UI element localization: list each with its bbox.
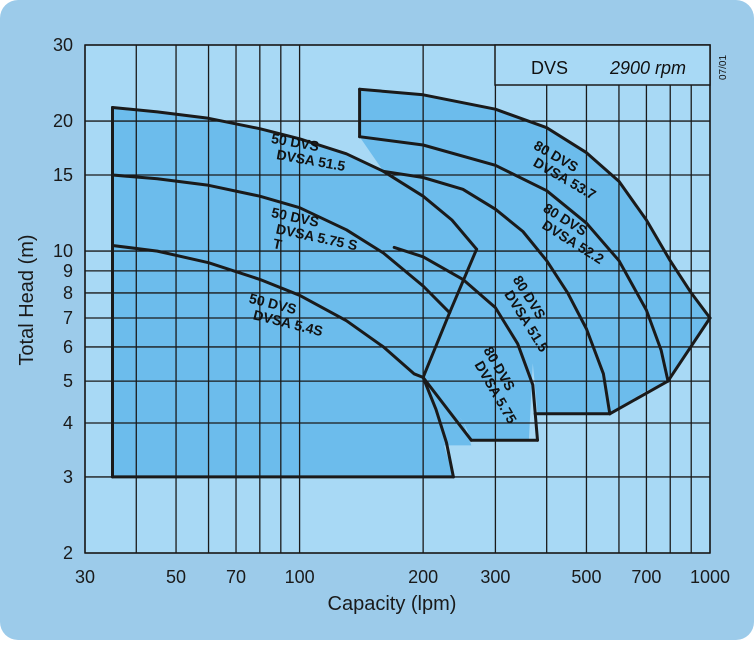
y-tick-label: 4	[63, 413, 73, 433]
chart-code: 07/01	[718, 55, 729, 80]
curve-50-dvs-dvsa-5-75-st	[111, 173, 452, 315]
y-tick-label: 10	[53, 241, 73, 261]
header-model: DVS	[531, 58, 568, 78]
curve-80-dvs-dvsa-52-2	[358, 135, 670, 383]
y-tick-label: 7	[63, 308, 73, 328]
x-tick-label: 100	[285, 567, 315, 587]
region-80-frame	[359, 89, 710, 441]
x-tick-label: 500	[571, 567, 601, 587]
curve-50-dvs-dvsa-51-5	[111, 106, 479, 251]
x-tick-label: 70	[226, 567, 246, 587]
header-speed: 2900 rpm	[609, 58, 686, 78]
x-tick-label: 30	[75, 567, 95, 587]
y-tick-label: 3	[63, 467, 73, 487]
boundary-end-52-2	[608, 379, 670, 416]
y-tick-label: 8	[63, 283, 73, 303]
x-tick-label: 50	[166, 567, 186, 587]
curve-80-dvs-dvsa-5-75	[392, 245, 539, 442]
curve-label-line: T	[272, 235, 284, 253]
curve-50-dvs-dvsa-5-4s	[111, 244, 455, 479]
y-tick-label: 20	[53, 111, 73, 131]
curve-80-dvs-dvsa-53-7	[358, 87, 712, 320]
y-tick-label: 9	[63, 261, 73, 281]
y-tick-label: 2	[63, 543, 73, 563]
x-tick-label: 300	[480, 567, 510, 587]
x-tick-label: 200	[408, 567, 438, 587]
performance-curves	[111, 87, 712, 479]
curve-80-dvs-dvsa-51-5	[381, 169, 612, 416]
x-tick-label: 700	[631, 567, 661, 587]
region-boundaries	[111, 87, 712, 479]
header-box-frame	[494, 44, 711, 86]
y-tick-label: 6	[63, 337, 73, 357]
x-axis-title: Capacity (lpm)	[328, 593, 457, 615]
boundary-diagonal-1	[448, 247, 479, 315]
y-tick-label: 15	[53, 165, 73, 185]
boundary-diagonal-2	[421, 311, 452, 379]
boundary-diagonal-3	[421, 375, 473, 442]
boundary-end-53-7	[666, 316, 712, 383]
y-axis-title: Total Head (m)	[16, 234, 38, 365]
x-tick-label: 1000	[690, 567, 730, 587]
header-box: DVS 2900 rpm	[494, 44, 711, 86]
y-tick-label: 5	[63, 371, 73, 391]
y-tick-label: 30	[53, 35, 73, 55]
